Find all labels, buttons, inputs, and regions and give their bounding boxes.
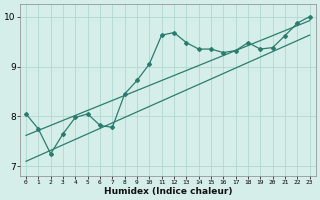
X-axis label: Humidex (Indice chaleur): Humidex (Indice chaleur) — [104, 187, 232, 196]
